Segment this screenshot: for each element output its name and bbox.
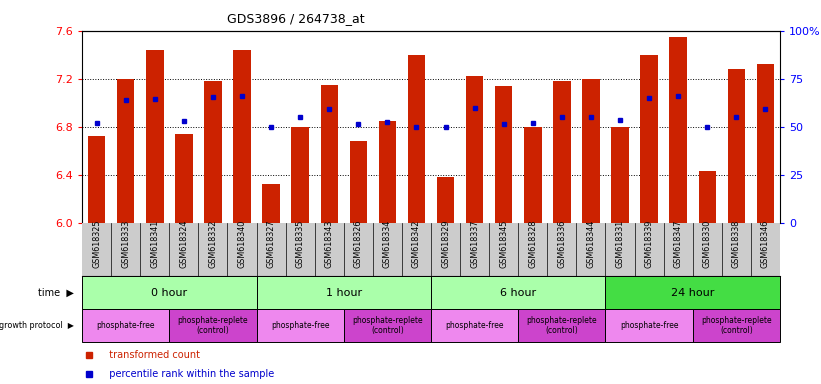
Bar <box>263 184 280 223</box>
Text: phosphate-replete
(control): phosphate-replete (control) <box>352 316 423 335</box>
Text: 1 hour: 1 hour <box>326 288 362 298</box>
Bar <box>431 276 606 309</box>
Text: 6 hour: 6 hour <box>500 288 536 298</box>
Text: phosphate-free: phosphate-free <box>271 321 329 330</box>
Text: phosphate-free: phosphate-free <box>620 321 678 330</box>
Bar <box>640 55 658 223</box>
Bar <box>699 171 716 223</box>
Bar <box>757 65 774 223</box>
Bar <box>169 309 256 342</box>
Bar <box>350 141 367 223</box>
Bar <box>344 309 431 342</box>
Bar <box>727 69 745 223</box>
Bar <box>82 276 256 309</box>
Bar <box>117 79 135 223</box>
Text: phosphate-replete
(control): phosphate-replete (control) <box>526 316 597 335</box>
Bar <box>256 276 431 309</box>
Bar <box>437 177 454 223</box>
Bar <box>553 81 571 223</box>
Bar <box>320 85 338 223</box>
Bar <box>606 276 780 309</box>
Text: phosphate-replete
(control): phosphate-replete (control) <box>701 316 772 335</box>
Bar <box>146 50 163 223</box>
Bar <box>233 50 250 223</box>
Text: 24 hour: 24 hour <box>671 288 714 298</box>
Bar <box>256 309 344 342</box>
Text: phosphate-free: phosphate-free <box>445 321 504 330</box>
Text: phosphate-free: phosphate-free <box>96 321 155 330</box>
Bar <box>606 309 693 342</box>
Bar <box>524 127 542 223</box>
Text: percentile rank within the sample: percentile rank within the sample <box>103 369 274 379</box>
Bar <box>495 86 512 223</box>
Bar <box>431 309 518 342</box>
Text: transformed count: transformed count <box>103 350 200 360</box>
Bar <box>378 121 396 223</box>
Bar <box>408 55 425 223</box>
Bar <box>518 309 606 342</box>
Text: GDS3896 / 264738_at: GDS3896 / 264738_at <box>227 12 365 25</box>
Bar <box>88 136 105 223</box>
Bar <box>175 134 193 223</box>
Bar <box>582 79 599 223</box>
Bar <box>669 37 687 223</box>
Text: 0 hour: 0 hour <box>151 288 187 298</box>
Bar <box>612 127 629 223</box>
Text: growth protocol  ▶: growth protocol ▶ <box>0 321 73 330</box>
Bar <box>82 309 169 342</box>
Bar <box>466 76 484 223</box>
Bar <box>204 81 222 223</box>
Bar <box>693 309 780 342</box>
Bar <box>291 127 309 223</box>
Text: phosphate-replete
(control): phosphate-replete (control) <box>177 316 248 335</box>
Text: time  ▶: time ▶ <box>38 288 73 298</box>
